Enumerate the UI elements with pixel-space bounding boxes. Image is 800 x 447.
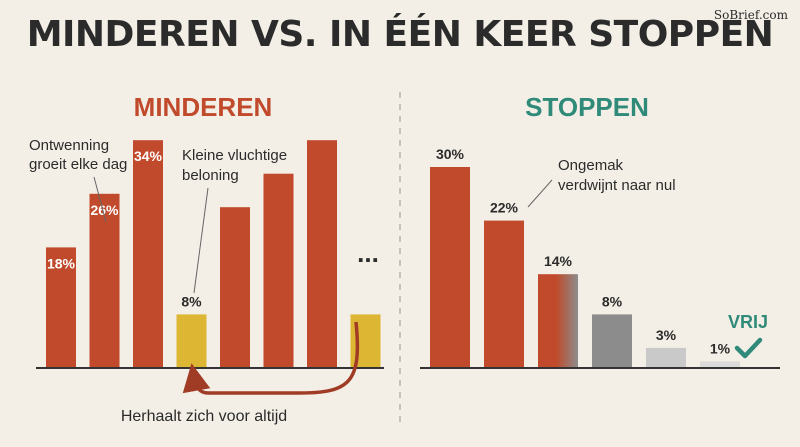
stoppen-bar-label-6: 1% <box>710 340 731 356</box>
stoppen-bar-label-1: 30% <box>436 146 465 162</box>
stoppen-bar-1 <box>430 167 470 368</box>
stoppen-bar-3 <box>538 274 578 368</box>
stoppen-title: STOPPEN <box>525 92 649 122</box>
minderen-bar-label-3: 34% <box>134 148 163 164</box>
reward-pointer <box>193 187 209 294</box>
stoppen-bar-2 <box>484 220 524 368</box>
fade-pointer <box>527 179 553 208</box>
fade-annotation-line-1: Ongemak <box>558 157 624 174</box>
growth-annotation-line-2: groeit elke dag <box>29 156 127 173</box>
stoppen-bar-4 <box>592 314 632 368</box>
stoppen-bar-5 <box>646 347 686 368</box>
minderen-bar-7 <box>307 140 337 368</box>
minderen-bar-label-2: 26% <box>90 202 119 218</box>
growth-pointer <box>93 176 107 223</box>
stoppen-bar-label-3: 14% <box>544 253 573 269</box>
minderen-bar-1 <box>46 247 76 368</box>
minderen-bar-2 <box>89 193 120 368</box>
check-icon <box>734 337 763 359</box>
fade-annotation-line-2: verdwijnt naar nul <box>558 177 676 194</box>
stoppen-bar-label-4: 8% <box>602 293 623 309</box>
continuation-dots: ... <box>357 238 379 268</box>
free-label: VRIJ <box>728 312 768 332</box>
minderen-bar-5 <box>220 207 250 368</box>
minderen-bar-3 <box>133 140 163 368</box>
minderen-bar-4 <box>176 314 207 368</box>
watermark: SoBrief.com <box>713 8 788 22</box>
reward-annotation-line-1: Kleine vluchtige <box>182 147 287 164</box>
stoppen-bar-label-2: 22% <box>490 200 519 216</box>
minderen-title: MINDEREN <box>134 92 273 122</box>
cycle-annotation: Herhaalt zich voor altijd <box>121 408 287 425</box>
minderen-bar-label-1: 18% <box>47 255 76 271</box>
cycle-arrow <box>182 321 360 395</box>
stoppen-bar-label-5: 3% <box>656 327 677 343</box>
growth-annotation-line-1: Ontwenning <box>29 137 109 154</box>
page-title: MINDEREN VS. IN ÉÉN KEER STOPPEN <box>26 14 774 55</box>
stoppen-bar-6 <box>700 361 740 368</box>
minderen-bar-6 <box>263 173 294 368</box>
reward-annotation-line-2: beloning <box>182 167 239 184</box>
minderen-bar-label-4: 8% <box>181 293 202 309</box>
